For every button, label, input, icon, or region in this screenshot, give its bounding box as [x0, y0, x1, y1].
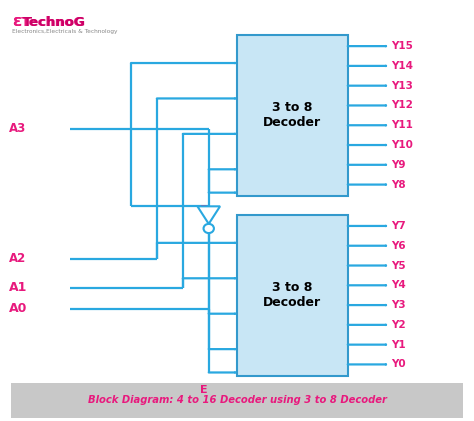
- Polygon shape: [197, 206, 220, 224]
- Text: A3: A3: [9, 123, 26, 136]
- Circle shape: [203, 224, 214, 233]
- Text: Y1: Y1: [392, 340, 406, 350]
- Text: A0: A0: [9, 302, 27, 315]
- Text: E: E: [200, 205, 208, 215]
- Text: Electronics,Electricals & Technology: Electronics,Electricals & Technology: [12, 29, 117, 34]
- Text: Y14: Y14: [392, 61, 413, 71]
- Bar: [11, 383, 463, 418]
- Text: Y13: Y13: [392, 81, 413, 91]
- Text: Y2: Y2: [392, 320, 406, 330]
- Text: TechnoG: TechnoG: [23, 16, 86, 29]
- Bar: [237, 215, 348, 376]
- Text: Y12: Y12: [392, 101, 413, 110]
- Text: Y3: Y3: [392, 300, 406, 310]
- Text: Y4: Y4: [392, 280, 406, 290]
- Text: Y8: Y8: [392, 180, 406, 189]
- Text: 3 to 8
Decoder: 3 to 8 Decoder: [263, 281, 321, 309]
- Text: Y7: Y7: [392, 221, 406, 231]
- Text: Y11: Y11: [392, 120, 413, 130]
- Text: Ɛ: Ɛ: [12, 16, 21, 29]
- Text: Block Diagram: 4 to 16 Decoder using 3 to 8 Decoder: Block Diagram: 4 to 16 Decoder using 3 t…: [88, 395, 386, 405]
- Text: Y10: Y10: [392, 140, 413, 150]
- Text: A2: A2: [9, 252, 26, 265]
- Text: Y15: Y15: [392, 41, 413, 51]
- Bar: [237, 35, 348, 196]
- Text: A1: A1: [9, 281, 27, 294]
- Text: ƐTechnoG: ƐTechnoG: [12, 16, 84, 29]
- Text: Y6: Y6: [392, 241, 406, 251]
- Text: Y9: Y9: [392, 160, 406, 170]
- Text: 3 to 8
Decoder: 3 to 8 Decoder: [263, 101, 321, 129]
- Text: Y0: Y0: [392, 360, 406, 369]
- Text: Y5: Y5: [392, 261, 406, 271]
- Text: E: E: [200, 385, 208, 395]
